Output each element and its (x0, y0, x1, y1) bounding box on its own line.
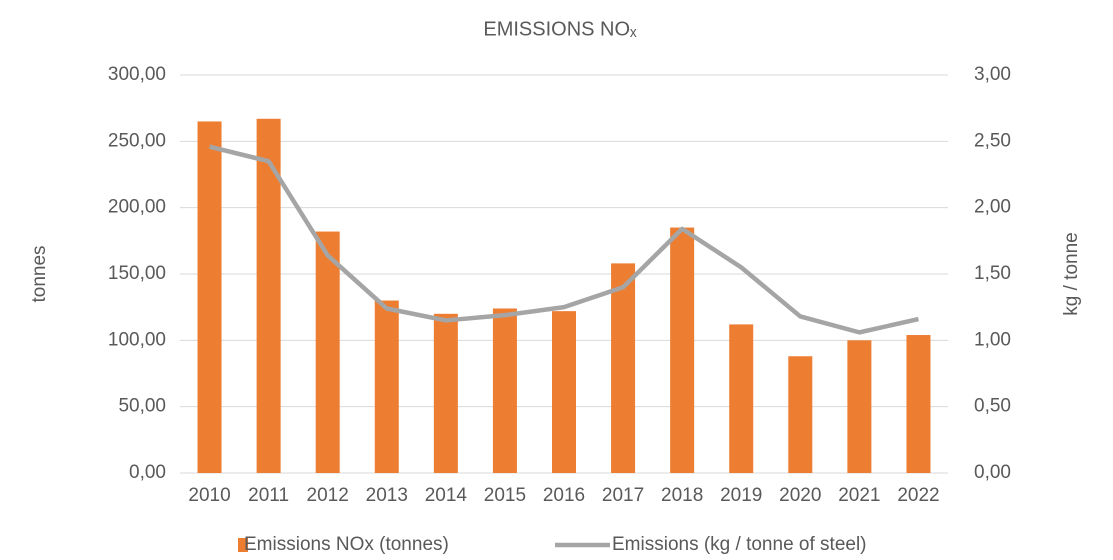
y2-tick-label: 0,00 (974, 462, 1011, 483)
x-tick-label: 2016 (543, 485, 585, 506)
y2-axis-label: kg / tonne (1061, 232, 1082, 315)
y2-tick-label: 3,00 (974, 64, 1011, 85)
bar (906, 335, 931, 473)
bar (729, 324, 754, 473)
bar (197, 121, 222, 473)
y2-tick-label: 2,50 (974, 130, 1011, 151)
y-axis-label: tonnes (29, 245, 50, 302)
bar (670, 227, 695, 473)
bar (552, 311, 576, 473)
x-tick-label: 2012 (307, 485, 349, 506)
y-tick-label: 0,00 (129, 462, 166, 483)
y2-tick-label: 0,50 (974, 396, 1011, 417)
y2-tick-label: 1,50 (974, 263, 1011, 284)
x-tick-label: 2014 (425, 485, 468, 506)
bar (374, 300, 399, 473)
line (208, 144, 919, 335)
y2-tick-label: 2,00 (974, 197, 1011, 218)
y-tick-label: 50,00 (118, 396, 166, 417)
y-tick-label: 300,00 (108, 64, 166, 85)
bar (315, 231, 340, 473)
legend-label: Emissions (kg / tonne of steel) (612, 534, 867, 555)
x-tick-label: 2011 (248, 485, 289, 506)
bar (611, 263, 636, 473)
x-tick-label: 2021 (838, 485, 880, 506)
x-tick-label: 2022 (897, 485, 939, 506)
x-tick-label: 2013 (366, 485, 408, 506)
legend-swatch (238, 538, 248, 552)
y-tick-label: 100,00 (108, 329, 166, 350)
chart-title: EMISSIONS NOₓ (483, 18, 637, 40)
y2-tick-label: 1,00 (974, 329, 1011, 350)
bar (433, 313, 458, 473)
bar (492, 308, 517, 473)
x-tick-label: 2019 (720, 485, 762, 506)
x-tick-label: 2018 (661, 485, 703, 506)
y-tick-label: 250,00 (108, 130, 166, 151)
bar (788, 356, 813, 473)
x-tick-label: 2015 (484, 485, 526, 506)
bar (847, 340, 872, 473)
x-tick-label: 2020 (779, 485, 821, 506)
legend-label: Emissions NOx (tonnes) (244, 534, 449, 555)
x-tick-label: 2010 (188, 485, 230, 506)
y-tick-label: 200,00 (108, 197, 166, 218)
x-tick-label: 2017 (602, 485, 644, 506)
y-tick-label: 150,00 (108, 263, 166, 284)
